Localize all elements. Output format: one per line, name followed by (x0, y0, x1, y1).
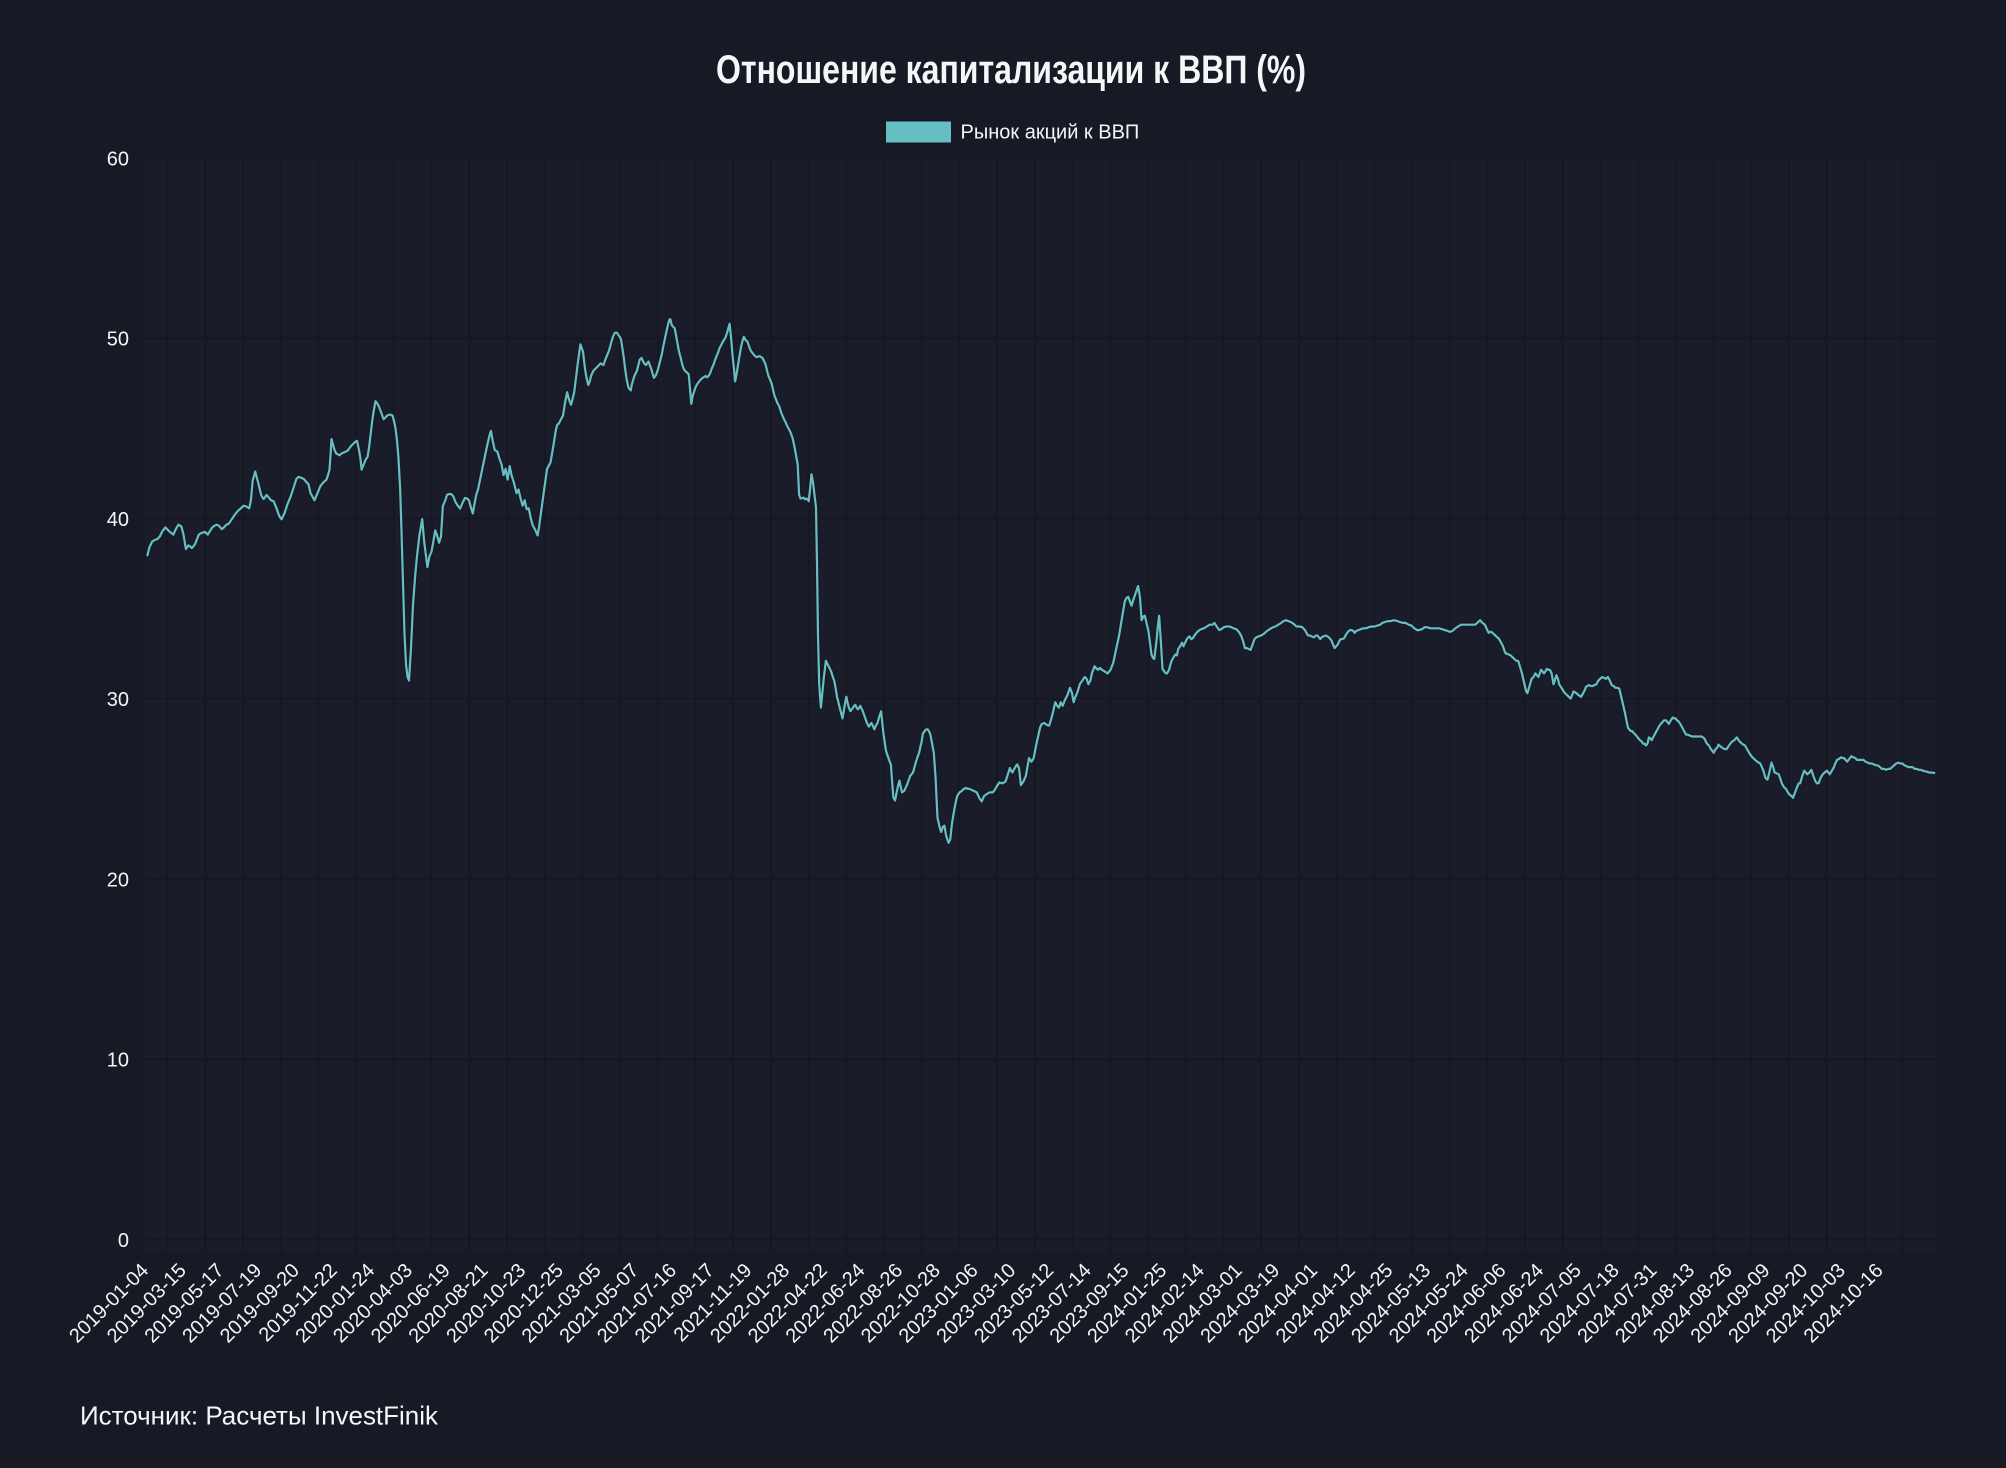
svg-text:60: 60 (107, 148, 129, 170)
svg-text:30: 30 (107, 689, 129, 711)
svg-text:0: 0 (118, 1230, 129, 1252)
svg-text:Источник: Расчеты InvestFinik: Источник: Расчеты InvestFinik (80, 1401, 439, 1431)
svg-text:Рынок акций к ВВП: Рынок акций к ВВП (961, 122, 1140, 144)
svg-text:20: 20 (107, 870, 129, 892)
svg-text:40: 40 (107, 509, 129, 531)
svg-text:Отношение капитализации к ВВП: Отношение капитализации к ВВП (%) (716, 48, 1306, 92)
svg-text:50: 50 (107, 329, 129, 351)
svg-text:10: 10 (107, 1050, 129, 1072)
